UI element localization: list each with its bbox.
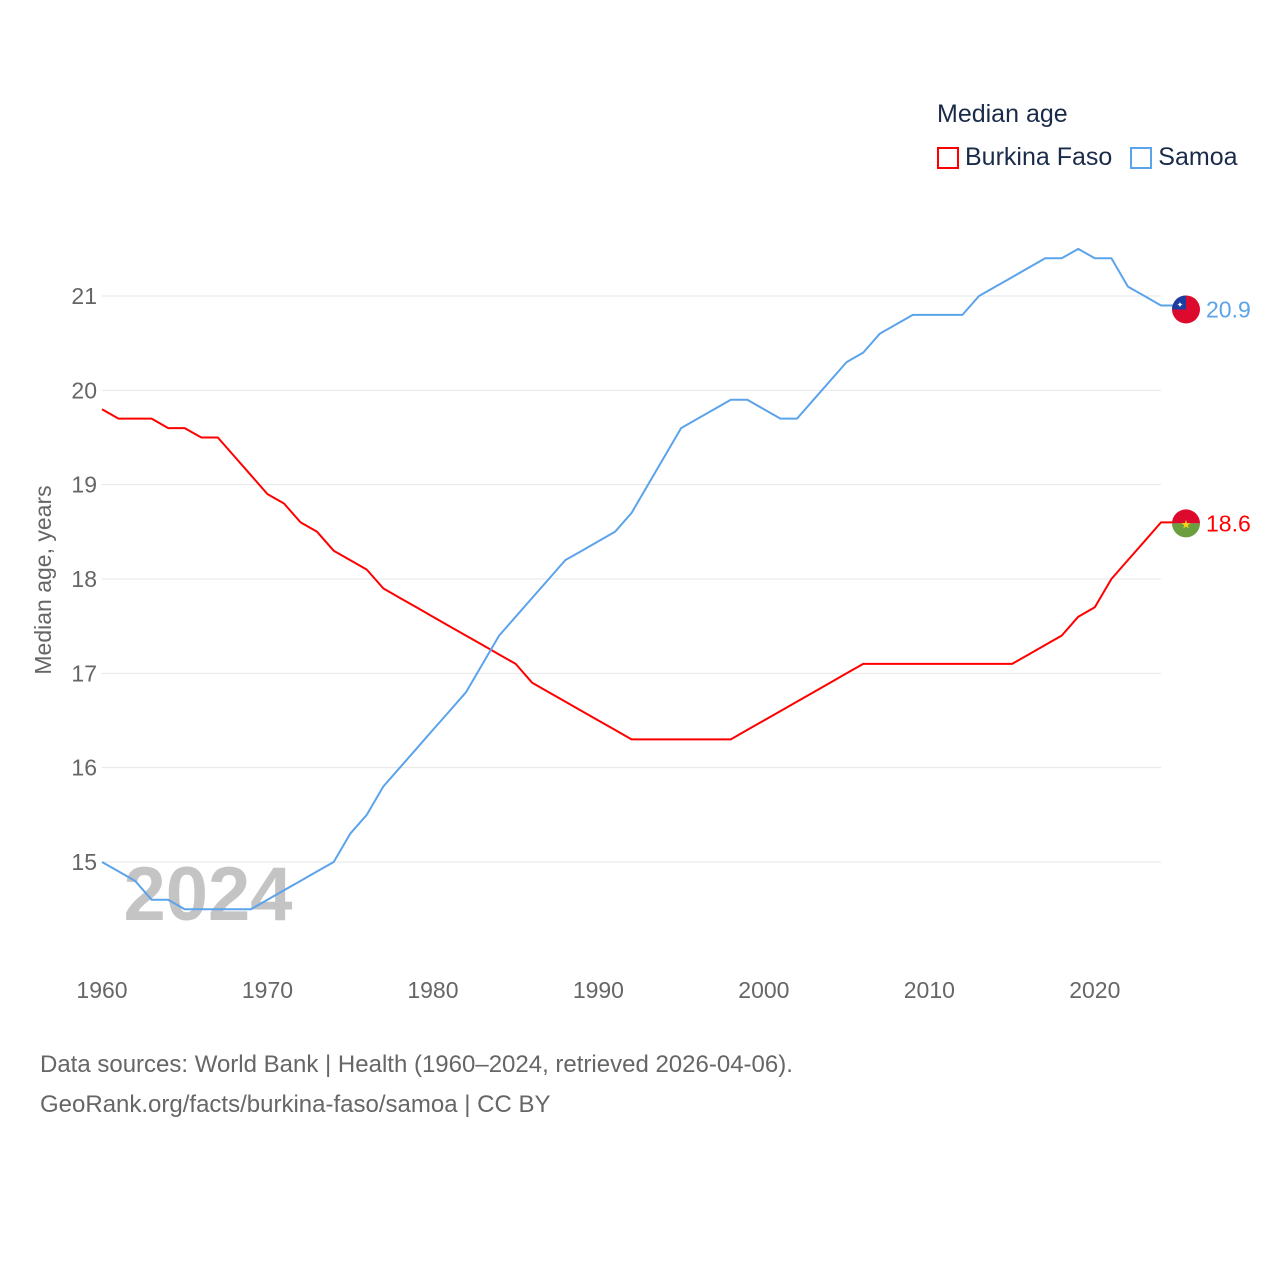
end-value-label: 20.9 [1206, 296, 1251, 322]
x-tick-label: 1960 [76, 977, 127, 1003]
y-tick-label: 15 [71, 849, 97, 875]
data-sources: Data sources: World Bank | Health (1960–… [40, 1051, 793, 1078]
burkina-faso-flag-icon [1172, 523, 1200, 538]
y-tick-label: 20 [71, 377, 97, 403]
stars-icon: ✦ [1177, 300, 1184, 309]
legend-swatch [1130, 146, 1153, 169]
legend-title: Median age [937, 100, 1068, 128]
y-tick-label: 18 [71, 566, 97, 592]
source-link[interactable]: GeoRank.org/facts/burkina-faso/samoa | C… [40, 1091, 551, 1118]
series-line-samoa [101, 247, 1175, 911]
y-axis-label: Median age, years [30, 485, 56, 674]
burkina-faso-flag-icon [1172, 509, 1200, 524]
legend-item-burkina-faso[interactable]: Burkina Faso [937, 143, 1112, 172]
x-tick-label: 1970 [242, 977, 293, 1003]
x-tick-label: 1990 [573, 977, 624, 1003]
y-tick-label: 21 [71, 283, 97, 309]
x-tick-label: 1980 [407, 977, 458, 1003]
footer: Data sources: World Bank | Health (1960–… [40, 1045, 793, 1125]
star-icon: ★ [1181, 517, 1192, 531]
y-tick-label: 16 [71, 755, 97, 781]
legend-swatch [937, 146, 959, 169]
series-line-burkina-faso [101, 408, 1175, 741]
samoa-flag-icon [1172, 295, 1186, 310]
x-tick-label: 2000 [738, 977, 789, 1003]
x-tick-label: 2020 [1069, 977, 1120, 1003]
legend-label: Burkina Faso [965, 143, 1113, 171]
legend-item-samoa[interactable]: Samoa [1130, 143, 1238, 172]
x-tick-label: 2010 [904, 977, 955, 1003]
legend: Burkina Faso Samoa [937, 143, 1238, 172]
y-tick-label: 17 [71, 660, 97, 686]
y-tick-label: 19 [71, 472, 97, 498]
legend-label: Samoa [1158, 143, 1238, 171]
end-value-label: 18.6 [1206, 510, 1251, 536]
year-watermark: 2024 [123, 852, 292, 937]
